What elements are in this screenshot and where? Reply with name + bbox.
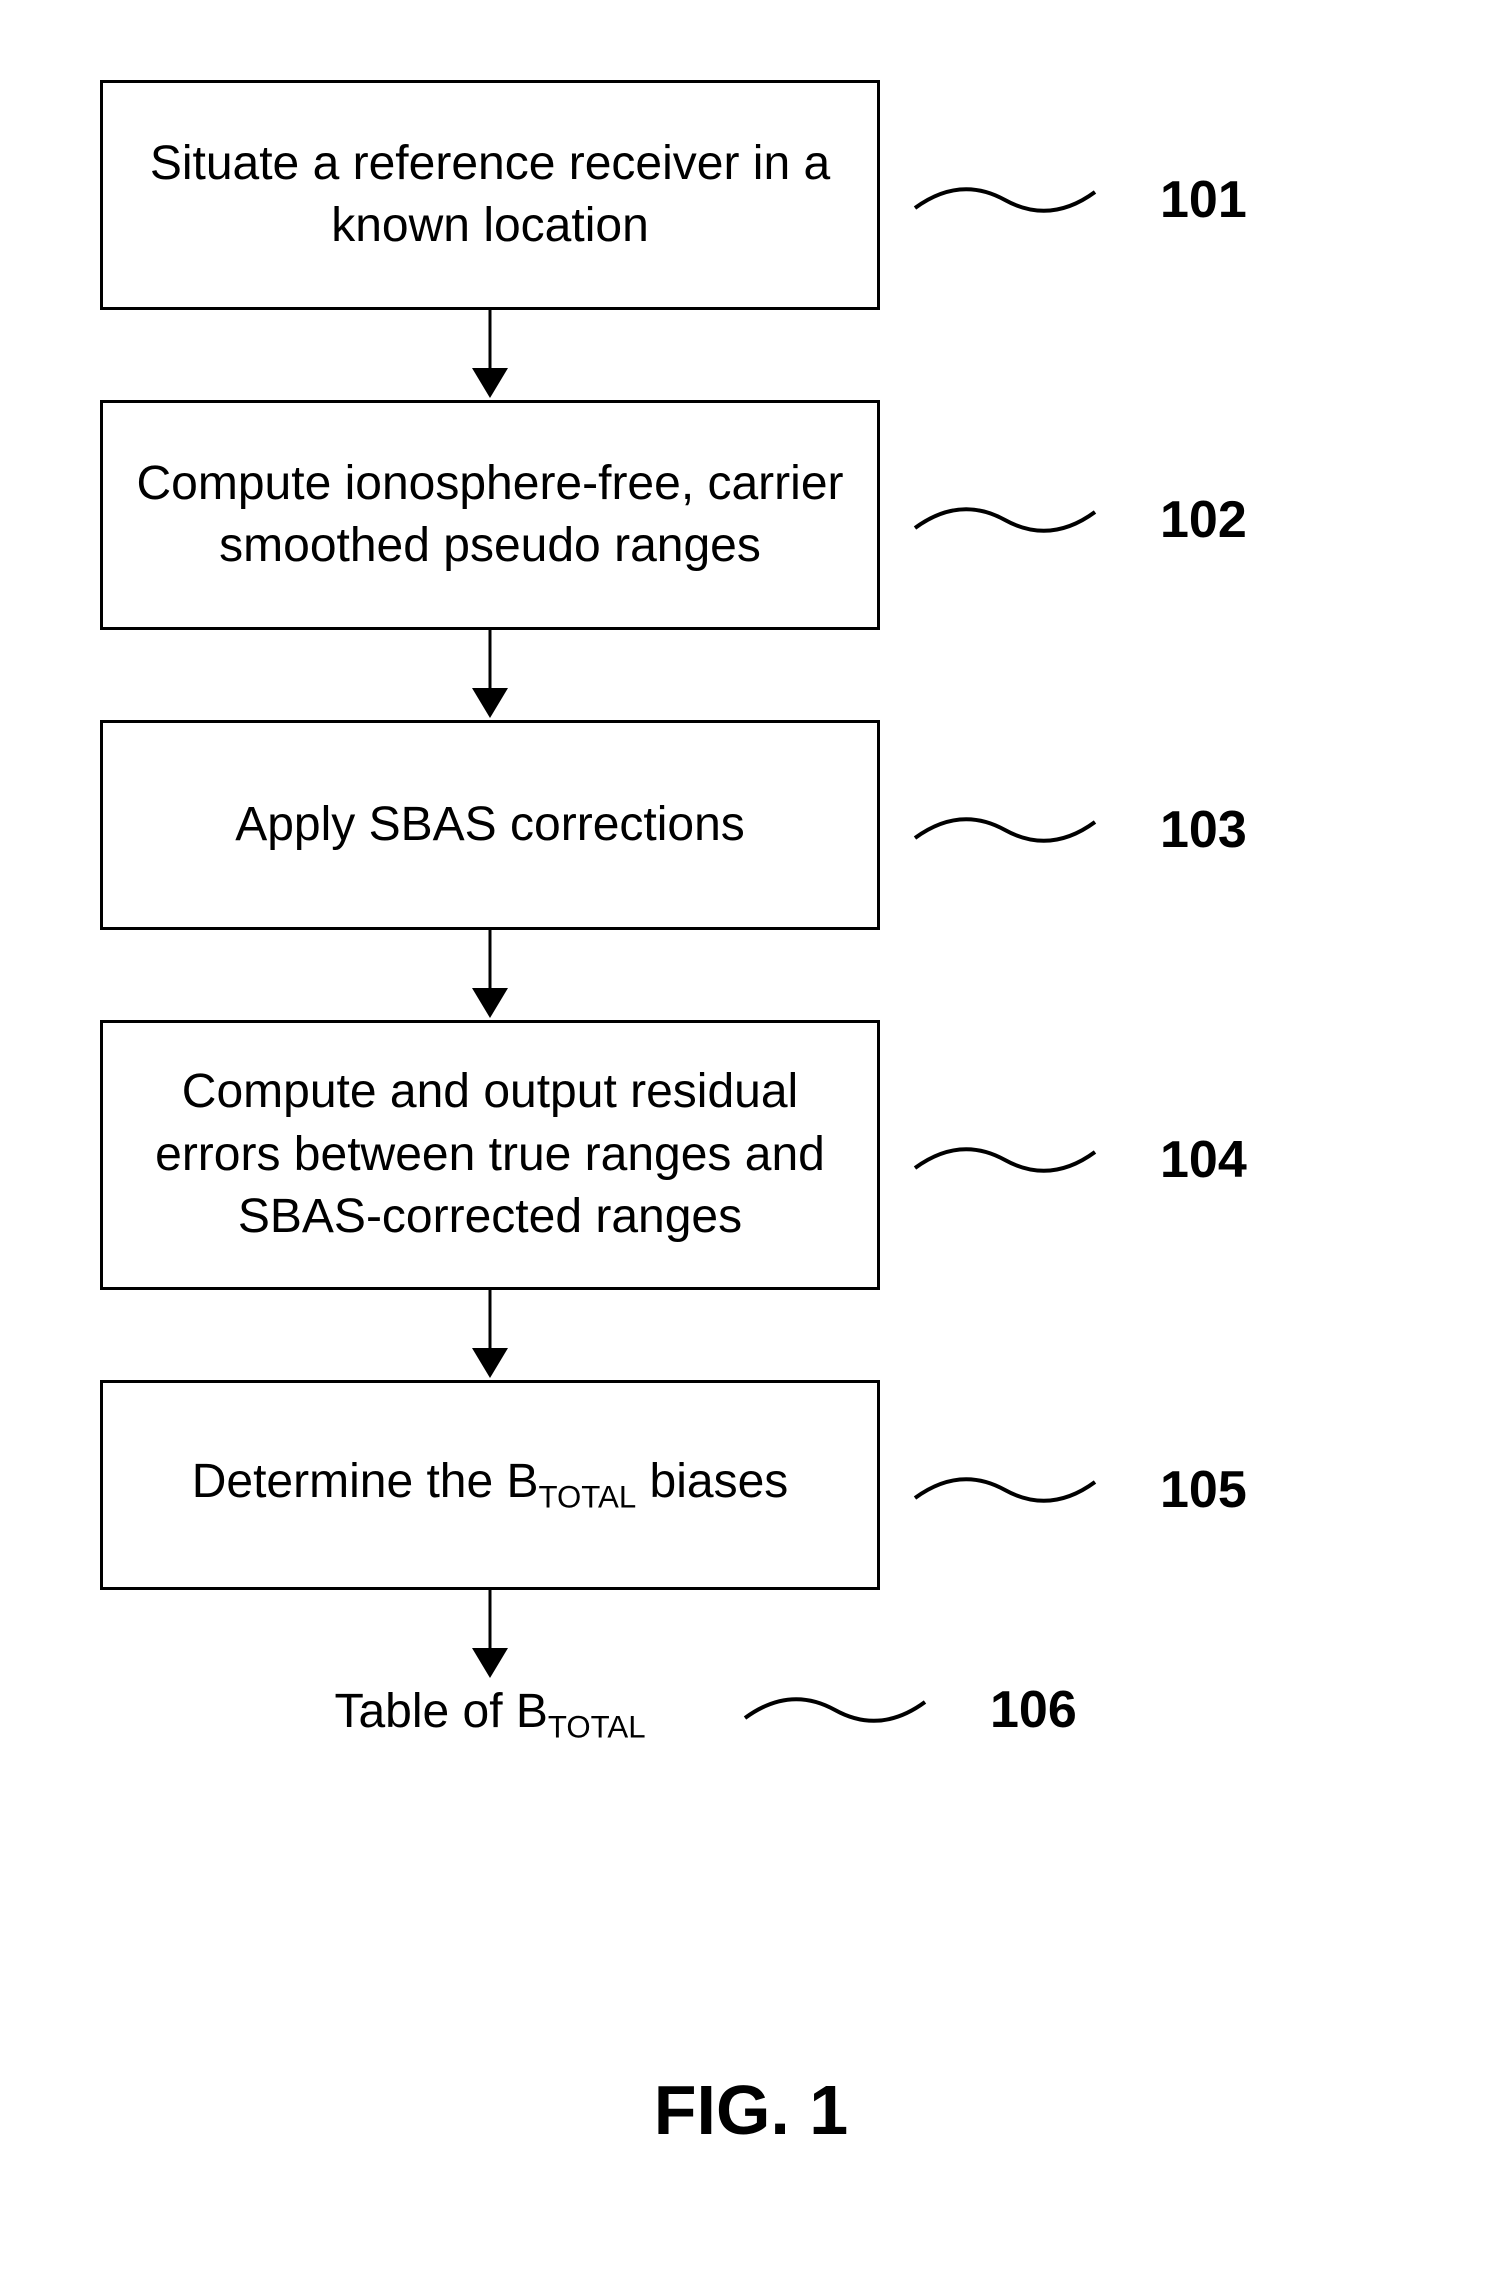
flow-row-5: Determine the BTOTAL biases 105: [100, 1380, 1400, 1590]
node-2-line-1: Compute ionosphere-free, carrier: [137, 453, 844, 515]
node-5-suffix: biases: [636, 1455, 788, 1508]
node-3-line-1: Apply SBAS corrections: [235, 794, 745, 856]
lead-line-2: [910, 490, 1100, 550]
node-5-prefix: Determine the B: [192, 1455, 539, 1508]
lead-line-6: [740, 1680, 930, 1740]
lead-line-3: [910, 800, 1100, 860]
ref-label-101: 101: [1160, 170, 1247, 230]
lead-line-1: [910, 170, 1100, 230]
lead-line-5: [910, 1460, 1100, 1520]
output-sub: TOTAL: [548, 1710, 646, 1745]
flowchart-container: Situate a reference receiver in a known …: [100, 80, 1400, 1746]
flow-node-5: Determine the BTOTAL biases: [100, 1380, 880, 1590]
lead-line-4: [910, 1130, 1100, 1190]
arrow-1-2: [100, 310, 880, 400]
ref-label-103: 103: [1160, 800, 1247, 860]
ref-label-104: 104: [1160, 1130, 1247, 1190]
flow-row-1: Situate a reference receiver in a known …: [100, 80, 1400, 310]
flow-node-4: Compute and output residual errors betwe…: [100, 1020, 880, 1290]
node-5-text: Determine the BTOTAL biases: [192, 1451, 789, 1518]
ref-label-106: 106: [990, 1680, 1077, 1740]
ref-label-105: 105: [1160, 1460, 1247, 1520]
node-1-line-1: Situate a reference receiver in a: [150, 133, 830, 195]
output-prefix: Table of B: [334, 1685, 547, 1738]
flow-output-row: Table of BTOTAL 106: [100, 1680, 1400, 1746]
arrow-4-5: [100, 1290, 880, 1380]
flow-row-2: Compute ionosphere-free, carrier smoothe…: [100, 400, 1400, 630]
figure-title: FIG. 1: [0, 2070, 1502, 2150]
flow-row-4: Compute and output residual errors betwe…: [100, 1020, 1400, 1290]
flow-node-3: Apply SBAS corrections: [100, 720, 880, 930]
node-4-line-3: SBAS-corrected ranges: [238, 1186, 742, 1248]
node-2-line-2: smoothed pseudo ranges: [219, 515, 761, 577]
node-4-line-2: errors between true ranges and: [155, 1124, 825, 1186]
arrow-3-4: [100, 930, 880, 1020]
node-5-sub: TOTAL: [539, 1480, 637, 1515]
arrow-2-3: [100, 630, 880, 720]
flow-row-3: Apply SBAS corrections 103: [100, 720, 1400, 930]
flow-node-1: Situate a reference receiver in a known …: [100, 80, 880, 310]
node-1-line-2: known location: [331, 195, 649, 257]
flow-node-2: Compute ionosphere-free, carrier smoothe…: [100, 400, 880, 630]
ref-label-102: 102: [1160, 490, 1247, 550]
arrow-5-out: [100, 1590, 880, 1680]
node-4-line-1: Compute and output residual: [182, 1061, 798, 1123]
